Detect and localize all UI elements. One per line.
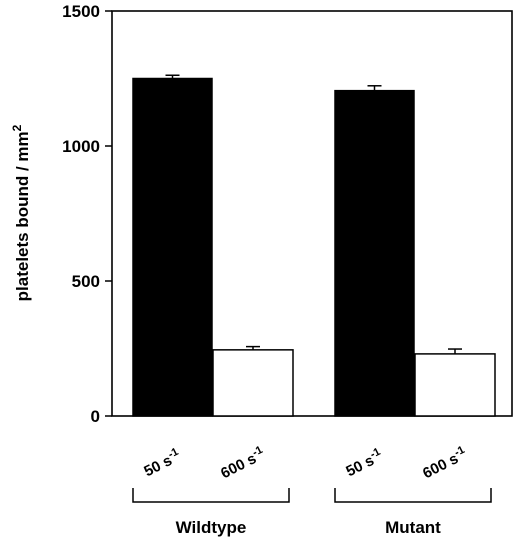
plot-area: 0 500 1000 1500 50s-1 600s-1 Wildtype 50s-1 600s… [62, 2, 513, 537]
category-rate: 600 [218, 456, 248, 483]
category-rate: 50 [141, 458, 164, 481]
bar [334, 89, 415, 417]
y-axis-title-superscript: 2 [10, 124, 24, 131]
group-bracket [334, 488, 492, 503]
y-tick-label: 0 [91, 407, 100, 426]
y-axis-title-text: platelets bound / mm2 [10, 124, 32, 301]
x-category-label: 50s-1 [140, 446, 183, 481]
x-category-label: 50s-1 [342, 446, 385, 481]
category-rate: 600 [420, 456, 450, 483]
y-axis-title: platelets bound / mm2 [10, 124, 32, 301]
bar [132, 77, 213, 417]
x-category-label: 600s-1 [217, 444, 268, 482]
category-exponent: -1 [250, 444, 264, 459]
group-label: Mutant [385, 518, 441, 537]
group-label: Wildtype [176, 518, 247, 537]
y-tick-label: 1000 [62, 137, 100, 156]
x-category-label: 600s-1 [419, 444, 470, 482]
plot-frame [111, 10, 513, 417]
bar [212, 349, 294, 417]
group-bracket [132, 488, 290, 503]
bar [414, 353, 496, 417]
category-rate: 50 [343, 458, 366, 481]
y-tick-label: 1500 [62, 2, 100, 21]
y-tick-label: 500 [72, 272, 100, 291]
y-axis-title-main: platelets bound / mm [13, 131, 32, 301]
category-exponent: -1 [452, 444, 466, 459]
category-exponent: -1 [166, 446, 180, 461]
category-exponent: -1 [368, 446, 382, 461]
